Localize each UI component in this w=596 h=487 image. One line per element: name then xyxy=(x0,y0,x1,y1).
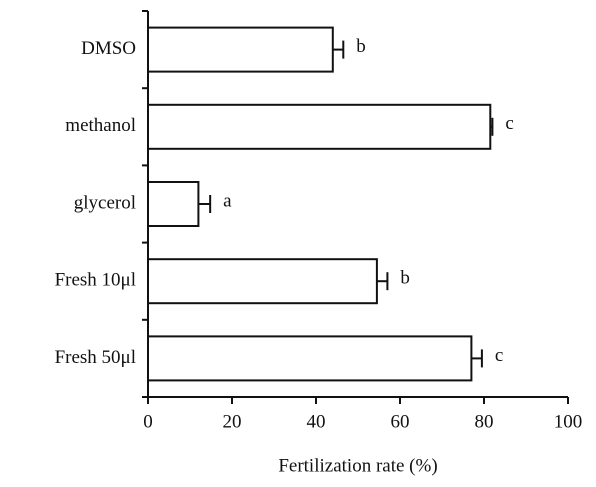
bar xyxy=(147,335,473,382)
x-tick-label: 20 xyxy=(223,411,242,432)
y-tick-label: glycerol xyxy=(74,192,136,213)
y-tick-label: methanol xyxy=(65,115,136,136)
annotation: c xyxy=(505,113,513,134)
y-tick-label: Fresh 10μl xyxy=(55,270,136,291)
y-tick-label: DMSO xyxy=(81,38,136,59)
x-axis-label: Fertilization rate (%) xyxy=(278,455,437,476)
bar xyxy=(147,258,378,305)
x-tick-label: 60 xyxy=(391,411,410,432)
bar xyxy=(147,103,492,150)
annotation: b xyxy=(400,268,410,289)
y-tick-label: Fresh 50μl xyxy=(55,347,136,368)
annotation: c xyxy=(495,345,503,366)
x-tick-label: 0 xyxy=(143,411,153,432)
annotation: b xyxy=(356,36,366,57)
x-tick-label: 40 xyxy=(307,411,326,432)
x-tick-label: 100 xyxy=(554,411,583,432)
annotation: a xyxy=(223,190,232,211)
bar xyxy=(147,180,200,228)
bar xyxy=(147,26,334,73)
x-tick-label: 80 xyxy=(475,411,494,432)
